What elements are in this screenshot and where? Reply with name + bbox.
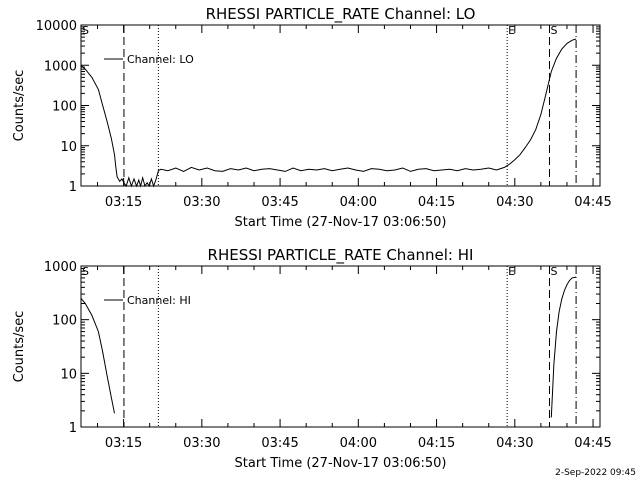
x-tick-label: 04:00 [340, 195, 377, 210]
data-series-line [550, 276, 577, 418]
panel-2: RHESSI PARTICLE_RATE Channel: HI Start Ti… [12, 246, 612, 471]
edge-marker-label: S [82, 265, 89, 278]
y-tick-label: 10 [60, 140, 77, 155]
y-tick-label: 100 [52, 100, 77, 115]
y-tick-label: 1 [69, 180, 77, 195]
x-tick-label: 04:15 [418, 436, 455, 451]
legend-label: Channel: HI [127, 294, 191, 307]
chart-title: RHESSI PARTICLE_RATE Channel: HI [208, 246, 474, 265]
x-tick-label: 04:30 [496, 436, 533, 451]
panel-1: RHESSI PARTICLE_RATE Channel: LO Start Ti… [12, 5, 612, 230]
legend-label: Channel: LO [127, 53, 194, 66]
data-series-line [80, 38, 577, 188]
x-axis-label: Start Time (27-Nov-17 03:06:50) [235, 456, 447, 471]
y-tick-label: 1 [69, 421, 77, 436]
y-axis-label: Counts/sec [12, 70, 27, 142]
y-tick-label: 1000 [44, 59, 77, 74]
timestamp-stamp: 2-Sep-2022 09:45 [555, 468, 636, 478]
x-axis-label: Start Time (27-Nov-17 03:06:50) [235, 215, 447, 230]
chart-title: RHESSI PARTICLE_RATE Channel: LO [206, 5, 476, 24]
x-tick-label: 03:30 [183, 436, 220, 451]
x-tick-label: 04:45 [574, 195, 611, 210]
y-tick-label: 10000 [36, 19, 77, 34]
event-marker-label: E [508, 265, 515, 278]
y-tick-label: 10 [60, 367, 77, 382]
y-tick-label: 1000 [44, 260, 77, 275]
x-tick-label: 04:00 [340, 436, 377, 451]
event-marker-label: E [508, 24, 515, 37]
y-axis-label: Counts/sec [12, 311, 27, 383]
data-series-line [80, 297, 115, 414]
x-tick-label: 04:30 [496, 195, 533, 210]
edge-marker-label: S [82, 24, 89, 37]
y-tick-label: 100 [52, 314, 77, 329]
x-tick-label: 04:45 [574, 436, 611, 451]
event-marker-label: S [550, 265, 557, 278]
x-tick-label: 03:15 [105, 436, 142, 451]
plot-frame [80, 265, 601, 428]
x-tick-label: 03:45 [261, 436, 298, 451]
x-tick-label: 03:15 [105, 195, 142, 210]
x-tick-label: 04:15 [418, 195, 455, 210]
x-tick-label: 03:30 [183, 195, 220, 210]
x-tick-label: 03:45 [261, 195, 298, 210]
event-marker-label: S [550, 24, 557, 37]
